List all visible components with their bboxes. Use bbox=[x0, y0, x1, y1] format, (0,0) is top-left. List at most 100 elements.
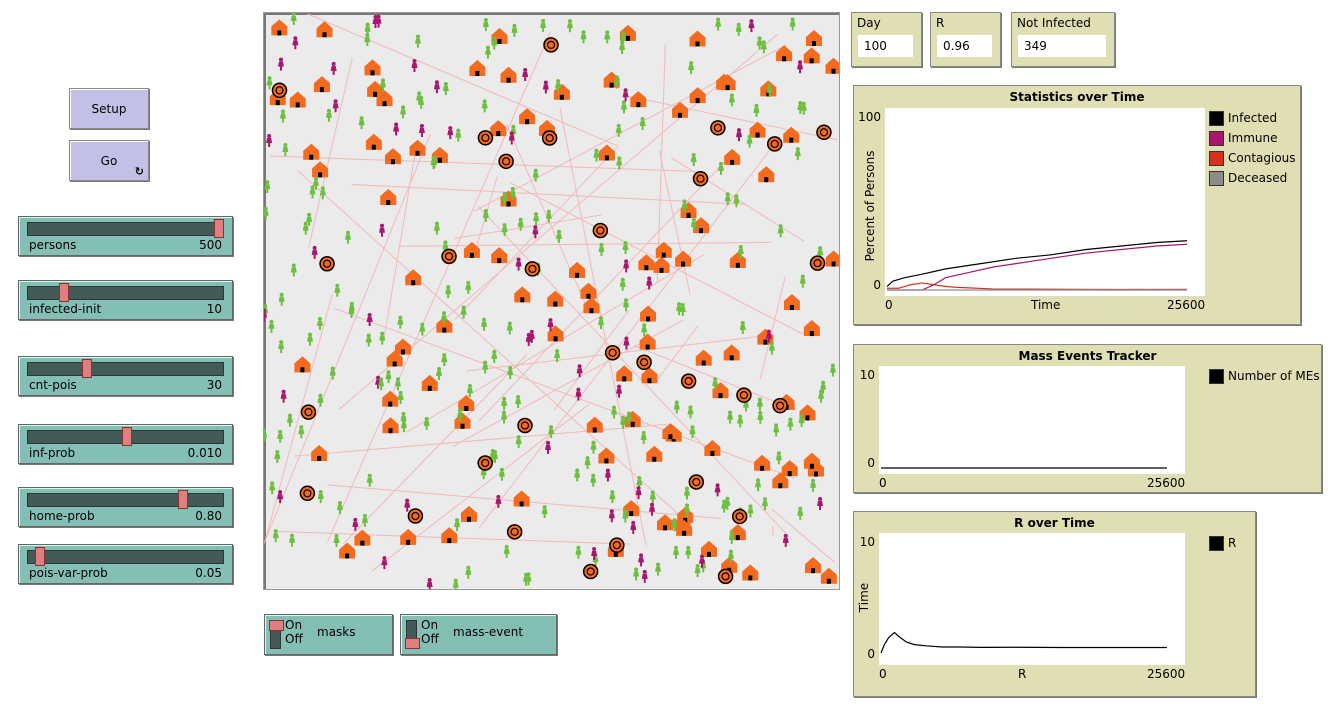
person-head bbox=[415, 34, 420, 39]
person bbox=[329, 370, 336, 380]
world-view[interactable] bbox=[263, 12, 840, 590]
person-head bbox=[367, 473, 372, 478]
off-label: Off bbox=[421, 632, 439, 646]
person bbox=[498, 471, 505, 481]
slider-persons[interactable]: persons 500 bbox=[18, 216, 233, 256]
house bbox=[514, 286, 531, 303]
person-head bbox=[763, 497, 768, 502]
person-head bbox=[279, 340, 284, 345]
person bbox=[721, 503, 728, 513]
house-door bbox=[525, 119, 530, 125]
person-head bbox=[748, 504, 753, 509]
person-head bbox=[650, 490, 655, 495]
slider-track[interactable] bbox=[27, 493, 224, 507]
mass-events-plot: Mass Events Tracker 10 0 0 25600 Number of ME… bbox=[853, 344, 1322, 493]
house bbox=[431, 146, 448, 163]
house bbox=[513, 490, 530, 507]
person bbox=[361, 517, 368, 527]
masks-toggle[interactable] bbox=[269, 620, 284, 649]
slider-handle[interactable] bbox=[34, 547, 45, 566]
go-button[interactable]: Go ↻ bbox=[69, 140, 149, 181]
person-head bbox=[278, 429, 283, 434]
slider-track[interactable] bbox=[27, 362, 224, 376]
plot-legend: R bbox=[1209, 533, 1236, 553]
person-head bbox=[556, 79, 561, 84]
house bbox=[364, 59, 381, 76]
slider-track[interactable] bbox=[27, 286, 224, 300]
contact-line bbox=[627, 95, 837, 141]
mass-event-switch[interactable]: On Off mass-event bbox=[400, 614, 557, 655]
plot-title: Statistics over Time bbox=[1009, 90, 1145, 104]
slider-pois-var-prob[interactable]: pois-var-prob 0.05 bbox=[18, 544, 233, 584]
house-door bbox=[789, 137, 794, 143]
contact-line bbox=[297, 170, 684, 520]
house bbox=[384, 148, 401, 165]
house bbox=[354, 529, 371, 546]
person-head bbox=[504, 544, 509, 549]
person-head bbox=[398, 315, 403, 320]
slider-track[interactable] bbox=[27, 550, 224, 564]
go-label: Go bbox=[100, 153, 118, 168]
x-axis-label: Time bbox=[1031, 298, 1061, 312]
person bbox=[733, 198, 740, 208]
person bbox=[766, 87, 773, 97]
person-head bbox=[365, 22, 370, 27]
person-head bbox=[267, 76, 272, 81]
poi-ring bbox=[639, 358, 649, 367]
person bbox=[712, 381, 719, 391]
poi-ring bbox=[692, 477, 701, 487]
slider-track[interactable] bbox=[27, 222, 224, 236]
house-door bbox=[778, 483, 783, 489]
slider-home-prob[interactable]: home-prob 0.80 bbox=[18, 487, 233, 527]
person bbox=[268, 323, 275, 333]
slider-handle[interactable] bbox=[121, 427, 132, 446]
person bbox=[441, 357, 448, 367]
house bbox=[653, 256, 670, 273]
person bbox=[756, 40, 763, 50]
setup-button[interactable]: Setup bbox=[69, 88, 149, 129]
masks-switch[interactable]: On Off masks bbox=[264, 614, 393, 655]
person bbox=[757, 414, 764, 424]
slider-handle[interactable] bbox=[214, 219, 225, 238]
house bbox=[825, 250, 839, 267]
person-head bbox=[380, 223, 385, 228]
person-head bbox=[716, 17, 721, 22]
person bbox=[747, 508, 754, 518]
house-door bbox=[392, 361, 397, 367]
slider-handle[interactable] bbox=[81, 359, 92, 378]
person-head bbox=[636, 486, 641, 491]
slider-cnt-pois[interactable]: cnt-pois 30 bbox=[18, 356, 233, 396]
person bbox=[608, 513, 615, 523]
person bbox=[290, 267, 297, 277]
person-head bbox=[747, 134, 752, 139]
person bbox=[501, 227, 508, 237]
person bbox=[269, 485, 276, 495]
person-head bbox=[516, 395, 521, 400]
poi-ring bbox=[819, 128, 829, 137]
legend-label: R bbox=[1228, 536, 1237, 550]
slider-infected-init[interactable]: infected-init 10 bbox=[18, 280, 233, 320]
mass-event-toggle[interactable] bbox=[405, 620, 420, 649]
person bbox=[646, 280, 653, 290]
house bbox=[316, 21, 333, 38]
house-door bbox=[644, 265, 649, 271]
person bbox=[397, 319, 404, 329]
person-head bbox=[453, 578, 458, 583]
poi-target bbox=[441, 248, 457, 265]
person bbox=[507, 370, 514, 380]
person-head bbox=[359, 116, 364, 121]
person-head bbox=[312, 245, 317, 250]
person bbox=[762, 501, 769, 511]
person-head bbox=[581, 30, 586, 35]
house-door bbox=[730, 159, 735, 165]
person bbox=[575, 549, 582, 559]
person-head bbox=[728, 410, 733, 415]
slider-handle[interactable] bbox=[178, 490, 189, 509]
person bbox=[547, 322, 554, 332]
poi-ring bbox=[481, 133, 490, 142]
person-head bbox=[264, 304, 268, 309]
slider-inf-prob[interactable]: inf-prob 0.010 bbox=[18, 424, 233, 464]
person-head bbox=[546, 209, 551, 214]
person-head bbox=[798, 101, 803, 106]
slider-handle[interactable] bbox=[59, 283, 70, 302]
